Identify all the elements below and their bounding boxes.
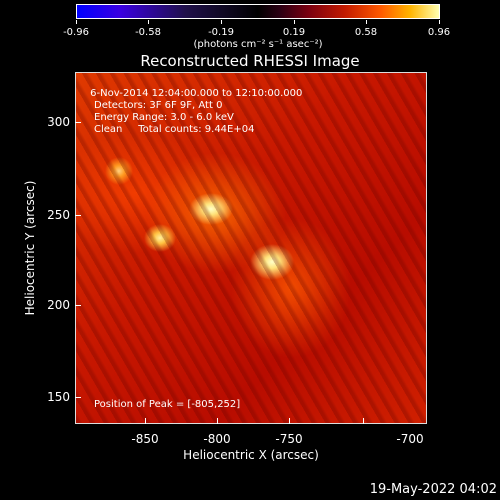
y-axis-tick-label: 300: [47, 115, 70, 129]
solar-image-plot: 6-Nov-2014 12:04:00.000 to 12:10:00.000 …: [75, 72, 427, 424]
plot-title: Reconstructed RHESSI Image: [140, 52, 360, 70]
colorbar-tick-label: -0.58: [135, 27, 161, 38]
y-axis-tick-label: 150: [47, 390, 70, 404]
colorbar: [76, 4, 440, 19]
x-axis-tick: [289, 418, 290, 424]
colorbar-tick: [294, 20, 295, 24]
colorbar-tick-label: 0.96: [427, 27, 451, 38]
colorbar-tick: [221, 20, 222, 24]
colorbar-tick: [366, 20, 367, 24]
y-axis-label: Heliocentric Y (arcsec): [23, 180, 37, 316]
y-axis-tick: [75, 305, 81, 306]
energy-range-text: Energy Range: 3.0 - 6.0 keV: [94, 112, 234, 123]
colorbar-tick-label: -0.19: [208, 27, 234, 38]
colorbar-tick-label: 0.19: [282, 27, 306, 38]
x-axis-tick: [363, 418, 364, 424]
colorbar-tick: [439, 20, 440, 24]
colorbar-tick-label: 0.58: [354, 27, 378, 38]
y-axis-tick: [75, 215, 81, 216]
y-axis-tick-label: 200: [47, 298, 70, 312]
xray-emission-image: [76, 73, 426, 423]
x-axis-tick: [217, 418, 218, 424]
x-axis-label: Heliocentric X (arcsec): [183, 448, 319, 462]
colorbar-tick: [148, 20, 149, 24]
colorbar-unit-label: (photons cm⁻² s⁻¹ asec⁻²): [193, 39, 323, 50]
x-axis-tick-label: -700: [396, 432, 424, 446]
total-counts-text: Clean Total counts: 9.44E+04: [94, 124, 255, 135]
image-ripple-texture: [76, 73, 426, 423]
y-axis-tick: [75, 122, 81, 123]
x-axis-tick: [145, 418, 146, 424]
colorbar-tick: [76, 20, 77, 24]
peak-position-text: Position of Peak = [-805,252]: [94, 399, 241, 410]
x-axis-tick-label: -800: [203, 432, 231, 446]
detectors-text: Detectors: 3F 6F 9F, Att 0: [94, 100, 223, 111]
y-axis-tick-label: 250: [47, 208, 70, 222]
colorbar-tick-label: -0.96: [63, 27, 89, 38]
datestamp: 19-May-2022 04:02: [369, 482, 497, 497]
time-range-text: 6-Nov-2014 12:04:00.000 to 12:10:00.000: [87, 88, 303, 99]
x-axis-tick-label: -750: [275, 432, 303, 446]
y-axis-tick: [75, 397, 81, 398]
x-axis-tick-label: -850: [131, 432, 159, 446]
